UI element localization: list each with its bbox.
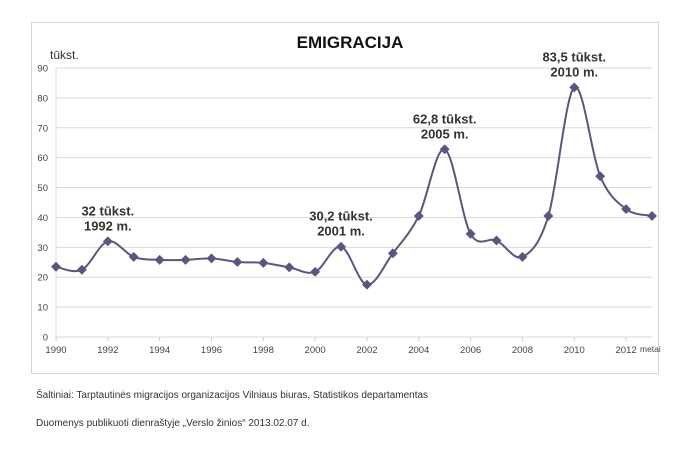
y-tick-label: 40 bbox=[37, 213, 48, 224]
data-point-marker bbox=[51, 261, 61, 272]
peak-annotation-year: 2005 m. bbox=[421, 126, 469, 141]
x-tick-label: 2000 bbox=[305, 345, 326, 356]
data-point-marker bbox=[621, 204, 632, 215]
y-tick-label: 70 bbox=[37, 123, 48, 134]
x-tick-label: 2010 bbox=[564, 345, 585, 356]
peak-annotation-value: 32 tūkst. bbox=[81, 203, 134, 218]
data-point-marker bbox=[387, 248, 398, 259]
y-tick-label: 50 bbox=[37, 183, 48, 194]
y-tick-label: 20 bbox=[37, 273, 48, 284]
data-point-marker bbox=[595, 171, 606, 182]
data-point-marker bbox=[102, 236, 113, 247]
data-point-marker bbox=[491, 235, 502, 246]
data-point-marker bbox=[154, 254, 165, 265]
data-point-marker bbox=[569, 82, 580, 93]
x-tick-label: 2002 bbox=[356, 345, 377, 356]
publication-note: Duomenys publikuoti dienraštyje „Verslo … bbox=[36, 418, 310, 429]
peak-annotation-value: 30,2 tūkst. bbox=[309, 209, 373, 224]
y-tick-label: 60 bbox=[37, 153, 48, 164]
y-tick-label: 90 bbox=[37, 64, 48, 75]
x-tick-label: 1998 bbox=[253, 345, 274, 356]
data-point-marker bbox=[128, 251, 139, 262]
chart-frame bbox=[31, 22, 659, 374]
data-point-marker bbox=[439, 144, 450, 155]
data-point-marker bbox=[284, 262, 295, 273]
peak-annotation-value: 83,5 tūkst. bbox=[542, 49, 606, 64]
peak-annotation-value: 62,8 tūkst. bbox=[413, 111, 477, 126]
data-point-marker bbox=[232, 257, 243, 267]
y-axis-label: tūkst. bbox=[50, 48, 79, 62]
data-point-marker bbox=[517, 251, 528, 262]
x-tick-label: 1992 bbox=[97, 345, 118, 356]
peak-annotation-year: 1992 m. bbox=[84, 218, 132, 233]
x-tick-label: 1990 bbox=[45, 345, 66, 356]
sources-note: Šaltiniai: Tarptautinės migracijos organ… bbox=[36, 390, 429, 401]
x-axis-label: metai bbox=[640, 344, 661, 354]
y-tick-label: 0 bbox=[43, 333, 48, 344]
data-point-marker bbox=[206, 253, 217, 264]
data-point-marker bbox=[465, 228, 476, 239]
chart-title: EMIGRACIJA bbox=[297, 33, 404, 52]
x-tick-label: 1996 bbox=[201, 345, 222, 356]
y-tick-label: 30 bbox=[37, 243, 48, 254]
x-tick-label: 2008 bbox=[512, 345, 533, 356]
data-point-marker bbox=[336, 241, 346, 252]
x-tick-label: 1994 bbox=[149, 345, 170, 356]
y-tick-label: 80 bbox=[37, 93, 48, 104]
data-point-marker bbox=[362, 279, 372, 290]
x-tick-label: 2004 bbox=[408, 345, 429, 356]
data-point-marker bbox=[258, 257, 269, 268]
data-point-marker bbox=[310, 266, 321, 277]
series-line bbox=[55, 86, 653, 286]
peak-annotation-year: 2001 m. bbox=[317, 224, 365, 239]
data-point-marker bbox=[543, 211, 554, 221]
data-point-marker bbox=[180, 254, 191, 265]
data-point-marker bbox=[647, 211, 657, 221]
x-tick-label: 2006 bbox=[460, 345, 481, 356]
y-tick-label: 10 bbox=[37, 303, 48, 314]
x-tick-label: 2012 bbox=[616, 345, 637, 356]
peak-annotation-year: 2010 m. bbox=[550, 64, 598, 79]
data-point-marker bbox=[413, 211, 424, 221]
emigration-line-chart: EMIGRACIJA tūkst. 0 10 20 30 40 50 60 70 80 90 19… bbox=[37, 33, 661, 356]
